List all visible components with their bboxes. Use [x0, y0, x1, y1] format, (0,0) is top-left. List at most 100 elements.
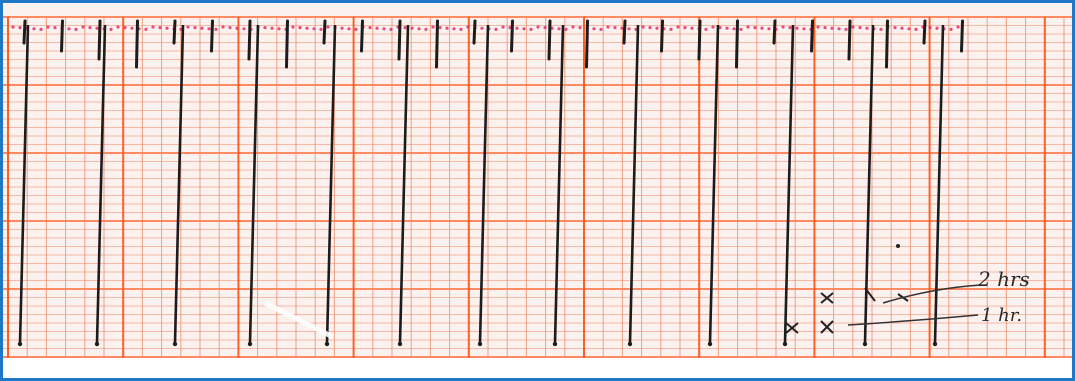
pink-dot [795, 26, 799, 30]
pen-trace-end-dot [477, 341, 483, 347]
pink-dot [144, 27, 148, 31]
pen-trace-tick [585, 19, 589, 69]
pink-dot [529, 27, 533, 31]
pink-dot [914, 27, 918, 31]
pointer-line [882, 284, 982, 304]
pink-dot [18, 26, 22, 30]
pen-trace-tick [660, 19, 664, 53]
pen-trace-line [18, 24, 30, 344]
pink-dot [459, 27, 463, 31]
annotation-1-hr: 1 hr. [981, 305, 1022, 326]
pink-dot [578, 26, 582, 30]
pink-dot [746, 25, 750, 29]
pink-dot [949, 27, 953, 31]
pink-dot [130, 26, 134, 30]
pink-dot [242, 27, 246, 31]
pink-dot [158, 26, 162, 30]
pen-trace-tick [547, 19, 552, 61]
pink-dot [851, 25, 855, 29]
pen-trace-tick [622, 19, 627, 45]
pink-dot [802, 27, 806, 31]
pink-dot [375, 26, 379, 30]
pen-trace-tick [60, 19, 64, 53]
pink-dot [480, 26, 484, 30]
pink-dot [557, 27, 561, 31]
pink-dot [200, 26, 204, 30]
pink-dot [88, 26, 92, 30]
pen-trace-tick [210, 19, 214, 53]
pink-dot [319, 27, 323, 31]
pen-trace-tick [885, 19, 889, 69]
pen-trace-line [95, 24, 107, 344]
pink-dot [123, 26, 127, 30]
pen-trace-end-dot [707, 341, 713, 347]
pink-dot [382, 27, 386, 31]
pen-trace-end-dot [862, 341, 868, 347]
pink-dot [627, 27, 631, 31]
pink-dot [816, 25, 820, 29]
pen-trace-line [248, 24, 260, 344]
pink-dot [837, 27, 841, 31]
pen-trace-tick [247, 19, 252, 61]
pink-dot [767, 27, 771, 31]
pink-dot [690, 26, 694, 30]
pink-dot [11, 25, 15, 29]
pink-dot [46, 25, 50, 29]
pink-dot [312, 27, 316, 31]
pink-dot [788, 26, 792, 30]
pink-dot [452, 27, 456, 31]
pink-dot [571, 25, 575, 29]
pink-dot [823, 26, 827, 30]
pink-dot [613, 26, 617, 30]
x-mark [785, 322, 799, 334]
pink-dot [704, 27, 708, 31]
pink-dot [340, 26, 344, 30]
pink-dot [907, 27, 911, 31]
pink-dot [347, 27, 351, 31]
pink-dot [879, 27, 883, 31]
pink-dot [109, 27, 113, 31]
pink-dot [32, 27, 36, 31]
pink-dot [417, 27, 421, 31]
pen-trace-tick [135, 19, 139, 69]
pink-dot [599, 27, 603, 31]
pink-dot [844, 27, 848, 31]
pink-dot [683, 26, 687, 30]
pink-dot [298, 26, 302, 30]
pen-trace-tick [735, 19, 739, 69]
pink-dot [725, 26, 729, 30]
pink-dot [858, 26, 862, 30]
annotation-2-hrs: 2 hrs [977, 267, 1030, 291]
pink-dot [711, 25, 715, 29]
pen-trace-tick [172, 19, 177, 45]
x-mark [820, 292, 834, 304]
pen-trace-tick [960, 19, 964, 53]
pink-dot [732, 27, 736, 31]
pink-dot [676, 25, 680, 29]
pen-trace-lines [17, 19, 964, 347]
pink-dot [291, 25, 295, 29]
pen-trace-line [478, 24, 490, 344]
pen-trace-line [628, 24, 640, 344]
pink-dot [193, 26, 197, 30]
pink-dot [151, 25, 155, 29]
dot-mark [896, 244, 900, 248]
pink-dot [739, 27, 743, 31]
pink-dot [669, 27, 673, 31]
pink-dot [536, 25, 540, 29]
pink-dot [74, 27, 78, 31]
pink-dot [564, 27, 568, 31]
pink-dot [389, 27, 393, 31]
pen-trace-tick [510, 19, 514, 53]
pointer-line [847, 314, 979, 326]
pen-trace-tick [472, 19, 477, 45]
pink-dot [760, 26, 764, 30]
pink-dot [438, 26, 442, 30]
pen-trace-end-dot [782, 341, 788, 347]
pink-dot [165, 26, 169, 30]
pink-dot [214, 27, 218, 31]
pink-dot [53, 26, 57, 30]
pink-dot [501, 25, 505, 29]
pink-dot [431, 25, 435, 29]
